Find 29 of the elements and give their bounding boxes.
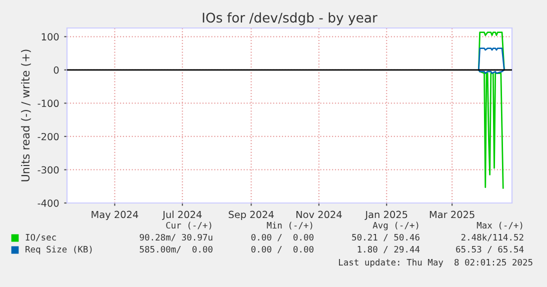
y-axis-title: Units read (-) / write (+) xyxy=(20,50,31,182)
text: Last update: Thu May 8 02:01:25 2025 xyxy=(339,258,532,268)
y-tick-label: -100 xyxy=(38,100,59,108)
y-tick-label: -200 xyxy=(38,132,59,140)
text: 0.00 / 0.00 xyxy=(251,246,314,254)
y-tick-label: 100 xyxy=(42,33,59,40)
x-tick-label: Mar 2025 xyxy=(430,210,474,218)
x-tick-label: Jul 2024 xyxy=(162,210,202,220)
chart-title: IOs for /dev/sdgb - by year xyxy=(202,12,378,26)
text: 2.48k/114.52 xyxy=(461,234,524,242)
text: 1.80 / 29.44 xyxy=(358,246,420,254)
text: Cur (-/+) xyxy=(166,222,212,230)
legend-label: IO/sec xyxy=(26,234,56,242)
x-tick-label: May 2024 xyxy=(92,210,138,220)
text: 0.00 / 0.00 xyxy=(251,234,314,242)
text: Min (-/+) xyxy=(266,222,312,230)
text: Avg (-/+) xyxy=(372,222,418,230)
text: Max (-/+) xyxy=(476,222,522,230)
text: 585.00m/ 0.00 xyxy=(140,246,212,254)
x-tick-label: Jan 2025 xyxy=(364,210,408,220)
x-tick-label: Nov 2024 xyxy=(296,210,342,218)
y-tick-label: -300 xyxy=(38,166,59,174)
y-tick-label: 0 xyxy=(54,66,59,74)
text: 90.28m/ 30.97u xyxy=(140,234,212,242)
text: 50.21 / 50.46 xyxy=(352,234,420,242)
text: 65.53 / 65.54 xyxy=(456,246,524,254)
x-tick-label: Sep 2024 xyxy=(228,210,274,220)
y-tick-label: -400 xyxy=(38,199,59,207)
legend-label: Req Size (KB) xyxy=(26,246,92,254)
